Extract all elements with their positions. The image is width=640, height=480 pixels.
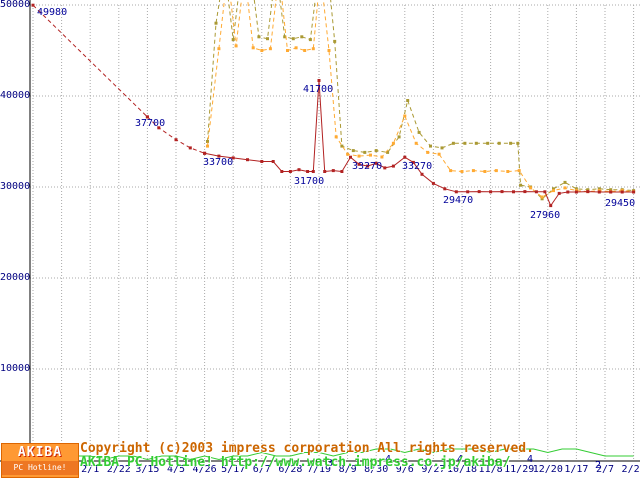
x-axis-label: 9/27 <box>421 464 446 475</box>
price-label: 29450 <box>605 198 636 209</box>
price-label: 27960 <box>530 210 561 221</box>
price-label: 33270 <box>402 161 433 172</box>
count-label: 2 <box>595 460 602 471</box>
price-label: 37700 <box>135 118 166 129</box>
site-url-text: AKIBA PC Hotline! http://www.watch.impre… <box>80 455 511 470</box>
count-label: 4 <box>527 454 534 465</box>
x-axis-label: 8/30 <box>364 464 389 475</box>
y-axis-label: 50000 <box>0 0 31 10</box>
x-axis-label: 4/5 <box>166 464 186 475</box>
x-axis-label: 2/1 <box>81 464 100 475</box>
y-axis-label: 20000 <box>0 272 31 283</box>
x-axis-label: 1/17 <box>564 464 589 475</box>
akiba-logo[interactable]: AKIBA PC Hotline! <box>1 443 79 478</box>
price-label: 49980 <box>37 7 68 18</box>
y-axis-label: 10000 <box>0 363 31 374</box>
x-axis-label: 2/22 <box>106 464 131 475</box>
price-label: 33700 <box>203 157 234 168</box>
x-axis-label: 2/28 <box>621 464 640 475</box>
x-axis-label: 4/26 <box>192 464 217 475</box>
akiba-logo-text: AKIBA <box>17 445 63 460</box>
x-axis-label: 6/7 <box>252 464 271 475</box>
x-axis-label: 3/15 <box>135 464 160 475</box>
x-axis-label: 6/28 <box>278 464 303 475</box>
x-axis-label: 2/7 <box>595 464 615 475</box>
x-axis-label: 11/29 <box>504 464 535 475</box>
x-axis-label: 11/8 <box>478 464 503 475</box>
x-axis-label: 9/6 <box>395 464 414 475</box>
y-axis-label: 40000 <box>0 90 31 101</box>
x-axis-label: 10/18 <box>446 464 478 475</box>
x-axis-label: 7/19 <box>306 464 332 475</box>
price-label: 31700 <box>294 176 325 187</box>
count-label: 4 <box>385 454 392 465</box>
count-label: 4 <box>457 454 464 465</box>
x-axis-label: 12/20 <box>532 464 563 475</box>
price-label: 29470 <box>443 195 474 206</box>
copyright-text: Copyright (c)2003 impress corporation Al… <box>80 441 534 456</box>
y-axis-label: 30000 <box>0 181 31 192</box>
price-label: 41700 <box>303 84 334 95</box>
count-label: 3 <box>327 458 334 469</box>
x-axis-label: 8/9 <box>338 464 357 475</box>
price-label: 33270 <box>352 161 383 172</box>
akiba-logo-subtext: PC Hotline! <box>2 461 78 475</box>
x-axis-label: 5/17 <box>221 464 246 475</box>
